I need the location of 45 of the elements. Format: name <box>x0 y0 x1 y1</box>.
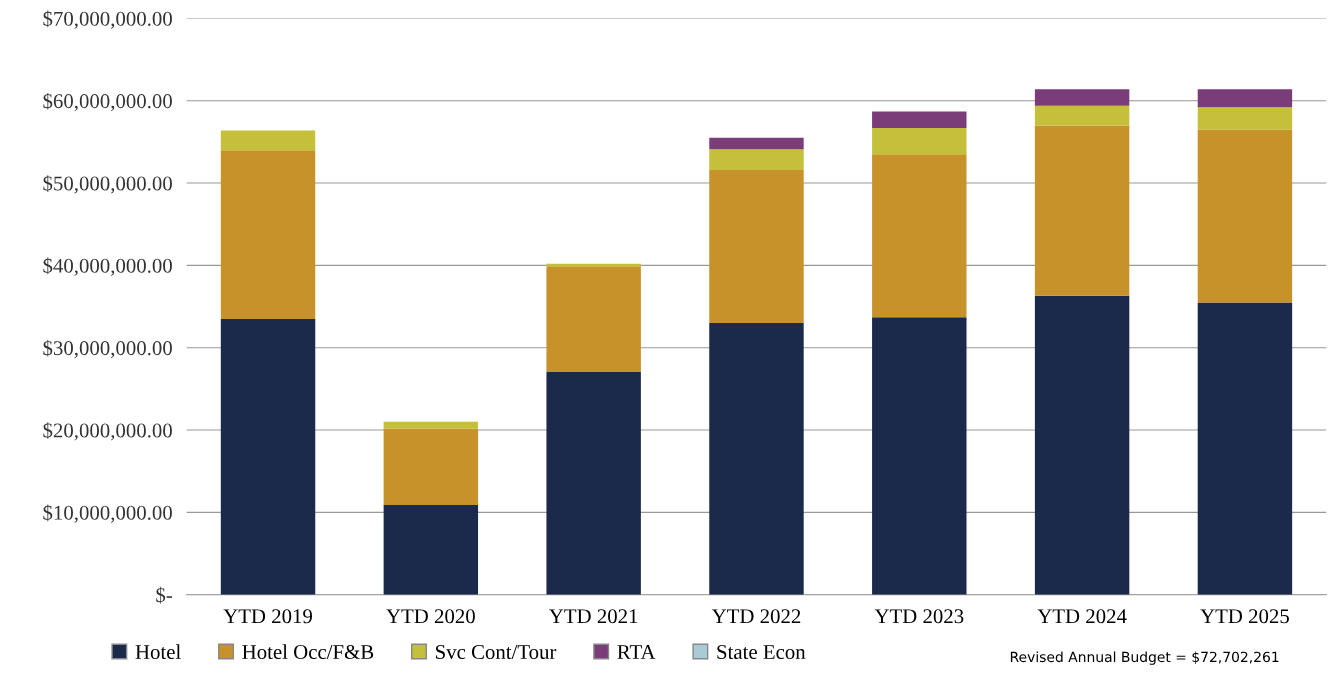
y-tick-label: $30,000,000.00 <box>43 339 172 359</box>
bar <box>383 428 479 505</box>
bar <box>1197 129 1293 303</box>
bar <box>1034 295 1130 595</box>
y-tick-label: $40,000,000.00 <box>43 257 172 276</box>
bar <box>709 323 804 595</box>
bar <box>872 317 967 595</box>
bar <box>709 137 804 150</box>
legend-label: Svc Cont/Tour <box>436 645 557 660</box>
bar <box>1034 105 1130 126</box>
legend-label: Hotel <box>135 644 181 660</box>
bar <box>1197 302 1293 595</box>
bar <box>872 154 967 318</box>
bar <box>383 421 479 429</box>
x-tick-label: YTD 2021 <box>549 609 638 624</box>
bar <box>220 130 316 151</box>
bar <box>546 266 641 372</box>
x-tick-label: YTD 2022 <box>711 609 801 624</box>
bar <box>1034 89 1130 106</box>
x-tick-label: YTD 2023 <box>874 609 964 624</box>
bar <box>1034 125 1130 296</box>
text: Revised Annual Budget = $72,702,261 <box>1010 651 1279 665</box>
bar <box>220 150 316 319</box>
bar <box>709 169 804 324</box>
y-tick-label: $- <box>156 586 172 604</box>
bar <box>546 371 641 595</box>
x-tick-label: YTD 2019 <box>223 609 313 624</box>
y-tick-label: $20,000,000.00 <box>43 422 172 441</box>
y-tick-label: $70,000,000.00 <box>43 10 172 29</box>
bar <box>383 504 479 595</box>
bar <box>1197 107 1293 130</box>
legend-label: RTA <box>617 645 656 659</box>
bar <box>709 149 804 170</box>
bar <box>220 318 316 595</box>
x-tick-label: YTD 2025 <box>1200 609 1289 624</box>
legend-label: Hotel Occ/F&B <box>242 644 374 660</box>
y-tick-label: $60,000,000.00 <box>43 92 172 112</box>
y-tick-label: $50,000,000.00 <box>43 175 172 194</box>
legend-label: State Econ <box>717 645 806 660</box>
bar <box>872 111 967 128</box>
bar <box>872 127 967 155</box>
y-tick-label: $10,000,000.00 <box>43 504 172 523</box>
x-tick-label: YTD 2024 <box>1037 609 1127 624</box>
x-tick-label: YTD 2020 <box>386 609 475 624</box>
bar <box>1197 89 1293 108</box>
